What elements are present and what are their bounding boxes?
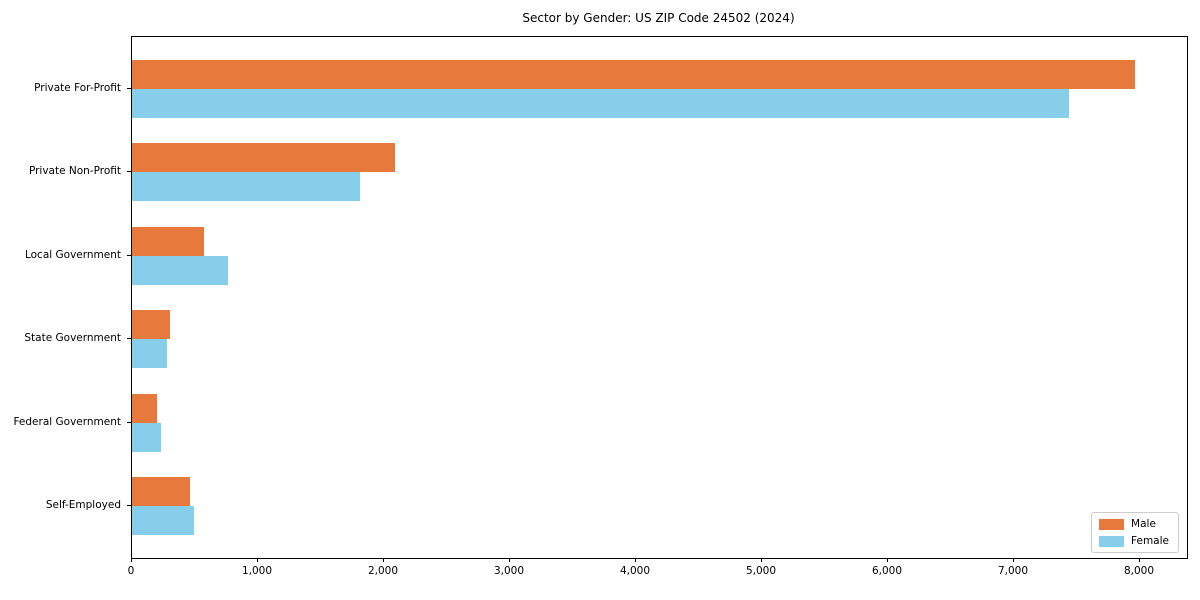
bar-female-2: [132, 172, 361, 201]
y-category-label: Private Non-Profit: [28, 165, 121, 177]
bar-male-5: [132, 394, 158, 423]
legend-item-male: Male: [1099, 518, 1169, 530]
bar-male-3: [132, 227, 204, 256]
bar-male-2: [132, 143, 396, 172]
x-tick-mark: [887, 558, 888, 562]
bar-female-3: [132, 256, 228, 285]
legend-swatch-female: [1099, 535, 1125, 547]
y-tick-mark: [127, 171, 131, 172]
y-tick-mark: [127, 422, 131, 423]
y-category-label: Private For-Profit: [34, 82, 121, 94]
bar-male-4: [132, 310, 170, 339]
x-tick-label: 7,000: [997, 565, 1029, 577]
x-tick-label: 8,000: [1123, 565, 1155, 577]
chart-title: Sector by Gender: US ZIP Code 24502 (202…: [522, 11, 795, 25]
x-tick-label: 5,000: [745, 565, 777, 577]
x-tick-label: 4,000: [619, 565, 651, 577]
x-tick-mark: [635, 558, 636, 562]
x-tick-mark: [383, 558, 384, 562]
legend-label: Male: [1131, 518, 1156, 530]
x-tick-mark: [257, 558, 258, 562]
bar-female-4: [132, 339, 168, 368]
x-tick-mark: [131, 558, 132, 562]
y-tick-mark: [127, 338, 131, 339]
x-tick-mark: [509, 558, 510, 562]
x-tick-label: 6,000: [871, 565, 903, 577]
legend: Male Female: [1091, 512, 1179, 553]
bar-female-6: [132, 506, 194, 535]
x-tick-mark: [761, 558, 762, 562]
x-tick-mark: [1139, 558, 1140, 562]
bar-male-6: [132, 477, 190, 506]
plot-area: Male Female: [131, 36, 1188, 559]
bar-female-1: [132, 89, 1069, 118]
y-category-label: Local Government: [24, 249, 121, 261]
y-category-label: Self-Employed: [45, 499, 121, 511]
x-tick-mark: [1013, 558, 1014, 562]
legend-swatch-male: [1099, 518, 1125, 530]
bar-male-1: [132, 60, 1136, 89]
x-tick-label: 0: [127, 565, 135, 577]
y-tick-mark: [127, 505, 131, 506]
legend-item-female: Female: [1099, 535, 1169, 547]
y-category-label: Federal Government: [13, 416, 121, 428]
bar-female-5: [132, 423, 161, 452]
x-tick-label: 3,000: [493, 565, 525, 577]
legend-label: Female: [1131, 535, 1169, 547]
y-tick-mark: [127, 255, 131, 256]
y-category-label: State Government: [24, 332, 121, 344]
y-tick-mark: [127, 88, 131, 89]
x-tick-label: 2,000: [367, 565, 399, 577]
x-tick-label: 1,000: [241, 565, 273, 577]
